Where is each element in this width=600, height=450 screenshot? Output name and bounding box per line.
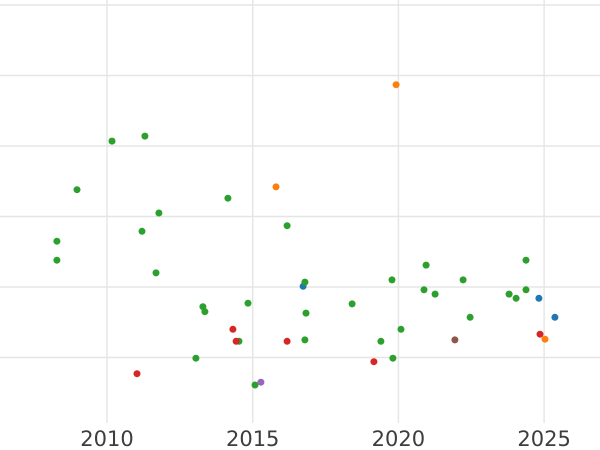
data-point-green [283, 222, 291, 230]
data-point-green [152, 269, 160, 277]
x-tick-label: 2025 [517, 427, 570, 450]
data-point-green [348, 300, 356, 308]
data-point-red [536, 330, 544, 338]
data-point-green [505, 290, 513, 298]
data-point-green [141, 132, 149, 140]
x-tick-label: 2015 [226, 427, 279, 450]
data-point-green [389, 354, 397, 362]
data-point-green [251, 381, 259, 389]
data-point-green [244, 299, 252, 307]
data-point-green [420, 286, 428, 294]
data-point-green [192, 354, 200, 362]
data-point-brown [451, 336, 459, 344]
data-point-green [138, 227, 146, 235]
data-point-orange [541, 335, 549, 343]
data-point-green [522, 286, 530, 294]
data-point-green [108, 137, 116, 145]
data-point-red [229, 325, 237, 333]
data-point-green [466, 313, 474, 321]
data-point-green [73, 186, 81, 194]
data-point-orange [272, 183, 280, 191]
data-point-green [301, 336, 309, 344]
data-point-green [431, 290, 439, 298]
data-point-red [283, 337, 291, 345]
data-point-purple [257, 378, 265, 386]
data-point-green [512, 294, 520, 302]
data-point-red [133, 370, 141, 378]
data-point-green [522, 256, 530, 264]
data-point-green [201, 308, 209, 316]
data-point-green [301, 278, 309, 286]
x-tick-label: 2010 [80, 427, 133, 450]
x-tick-label: 2020 [372, 427, 425, 450]
data-point-red [232, 337, 240, 345]
data-point-green [155, 209, 163, 217]
data-point-green [224, 194, 232, 202]
data-point-green [302, 309, 310, 317]
data-point-green [377, 337, 385, 345]
data-point-red [370, 358, 378, 366]
data-point-green [53, 256, 61, 264]
data-point-green [422, 261, 430, 269]
data-point-blue [535, 294, 543, 302]
data-point-green [397, 325, 405, 333]
data-point-green [53, 237, 61, 245]
data-point-blue [551, 313, 559, 321]
data-point-green [388, 276, 396, 284]
data-point-green [459, 276, 467, 284]
data-point-orange [392, 81, 400, 89]
